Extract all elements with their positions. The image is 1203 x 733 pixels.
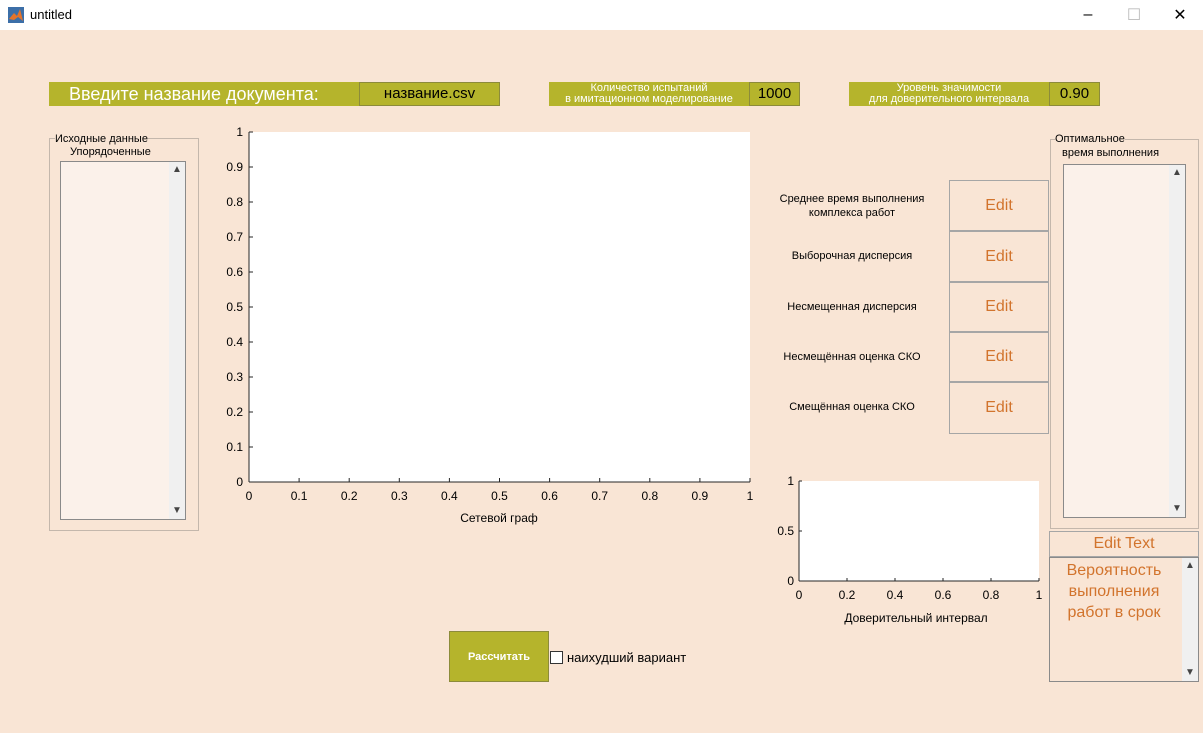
- calculate-button[interactable]: Рассчитать: [449, 631, 549, 682]
- source-data-title-line1: Исходные данные: [55, 133, 148, 145]
- x-tick-label: 0.9: [692, 489, 709, 503]
- network-graph-xlabel: Сетевой граф: [460, 511, 538, 525]
- scroll-up-icon[interactable]: ▲: [1185, 560, 1195, 571]
- probability-line1: Вероятность: [1066, 562, 1162, 579]
- stat-label: Смещённая оценка СКО: [762, 400, 942, 414]
- scroll-down-icon[interactable]: ▼: [1185, 667, 1195, 678]
- probability-list[interactable]: Вероятность выполнения работ в срок ▲ ▼: [1049, 557, 1199, 682]
- worst-case-label: наихудший вариант: [567, 650, 687, 665]
- ci-y-tick-label: 0.5: [777, 524, 794, 538]
- title-bar: untitled – ☐ ✕: [0, 0, 1203, 30]
- probability-line3: работ в срок: [1067, 604, 1161, 621]
- y-tick-label: 0.6: [226, 265, 243, 279]
- significance-label-line1: Уровень значимости: [896, 82, 1002, 94]
- minimize-button[interactable]: –: [1083, 6, 1093, 23]
- stat-label-line1: Выборочная дисперсия: [791, 250, 913, 262]
- x-tick-label: 0.7: [591, 489, 608, 503]
- y-tick-label: 0.1: [226, 440, 243, 454]
- stat-value-field[interactable]: Edit: [949, 231, 1049, 282]
- probability-line2: выполнения: [1068, 583, 1160, 600]
- worst-case-checkbox[interactable]: [550, 651, 563, 664]
- stat-value-field[interactable]: Edit: [949, 282, 1049, 332]
- stat-label: Несмещенная дисперсия: [762, 300, 942, 314]
- stat-label-line2: комплекса работ: [808, 207, 896, 219]
- plot-area: [249, 132, 750, 482]
- source-data-title-line2: Упорядоченные: [70, 146, 151, 158]
- trials-panel: Количество испытаний в имитационном моде…: [549, 82, 800, 106]
- ci-x-tick-label: 0.2: [839, 588, 856, 602]
- stat-label-line1: Несмещенная дисперсия: [787, 301, 917, 313]
- trials-label: Количество испытаний в имитационном моде…: [549, 83, 749, 105]
- significance-field[interactable]: 0.90: [1049, 82, 1100, 106]
- ci-y-tick-label: 1: [787, 474, 794, 488]
- y-tick-label: 0.5: [226, 300, 243, 314]
- stat-label-line1: Несмещённая оценка СКО: [783, 351, 921, 363]
- stat-label-line1: Смещённая оценка СКО: [789, 401, 915, 413]
- trials-label-line1: Количество испытаний: [590, 82, 708, 94]
- y-tick-label: 0.8: [226, 195, 243, 209]
- ci-y-tick-label: 0: [787, 574, 794, 588]
- scroll-down-icon[interactable]: ▼: [1172, 503, 1182, 514]
- scroll-down-icon[interactable]: ▼: [172, 505, 182, 516]
- probability-text: Вероятность выполнения работ в срок: [1050, 560, 1178, 623]
- x-tick-label: 0.1: [291, 489, 308, 503]
- trials-label-line2: в имитационном моделирование: [565, 93, 733, 105]
- ci-xlabel: Доверительный интервал: [844, 611, 987, 625]
- significance-label: Уровень значимости для доверительного ин…: [849, 83, 1049, 105]
- stat-label: Несмещённая оценка СКО: [762, 350, 942, 364]
- stat-label-line1: Среднее время выполнения: [779, 193, 925, 205]
- source-data-scrollbar[interactable]: ▲ ▼: [169, 162, 185, 519]
- optimal-time-list[interactable]: ▲ ▼: [1063, 164, 1186, 518]
- stat-value-field[interactable]: Edit: [949, 332, 1049, 382]
- probability-edit-text[interactable]: Edit Text: [1049, 531, 1199, 557]
- ci-plot-area: [799, 481, 1039, 581]
- file-input-panel: Введите название документа: название.csv: [49, 82, 500, 106]
- ci-x-tick-label: 0: [796, 588, 803, 602]
- ci-x-tick-label: 1: [1036, 588, 1043, 602]
- probability-scrollbar[interactable]: ▲ ▼: [1182, 558, 1198, 681]
- scroll-up-icon[interactable]: ▲: [1172, 167, 1182, 178]
- network-graph-plot: 0 0.1 0.2 0.3 0.4 0.5 0.6 0.7 0.8 0.9 1 0 0.1 0.2 0.3…: [226, 125, 754, 525]
- confidence-interval-plot: 0 0.5 1 0 0.2 0.4 0.6 0.8 1 Доверительный интер…: [777, 474, 1043, 625]
- scroll-up-icon[interactable]: ▲: [172, 164, 182, 175]
- y-tick-label: 0.2: [226, 405, 243, 419]
- ci-x-tick-label: 0.4: [887, 588, 904, 602]
- optimal-scrollbar[interactable]: ▲ ▼: [1169, 165, 1185, 517]
- y-tick-label: 1: [236, 125, 243, 139]
- x-tick-label: 0.4: [441, 489, 458, 503]
- x-tick-label: 0.8: [641, 489, 658, 503]
- file-input-label: Введите название документа:: [69, 84, 319, 104]
- y-tick-label: 0.3: [226, 370, 243, 384]
- significance-panel: Уровень значимости для доверительного ин…: [849, 82, 1100, 106]
- x-tick-label: 0.3: [391, 489, 408, 503]
- close-button[interactable]: ✕: [1173, 7, 1187, 24]
- matlab-logo-icon: [8, 7, 24, 23]
- y-tick-label: 0: [236, 475, 243, 489]
- x-tick-label: 0: [246, 489, 253, 503]
- stat-value-field[interactable]: Edit: [949, 382, 1049, 434]
- stat-label: Среднее время выполнения комплекса работ: [762, 192, 942, 220]
- significance-label-line2: для доверительного интервала: [868, 93, 1030, 105]
- file-name-field[interactable]: название.csv: [359, 82, 500, 106]
- optimal-title-line2: время выполнения: [1062, 147, 1160, 159]
- y-tick-label: 0.4: [226, 335, 243, 349]
- x-tick-label: 0.5: [491, 489, 508, 503]
- source-data-list[interactable]: ▲ ▼: [60, 161, 186, 520]
- y-tick-label: 0.7: [226, 230, 243, 244]
- window-title: untitled: [30, 7, 72, 22]
- x-tick-label: 0.6: [541, 489, 558, 503]
- stat-label: Выборочная дисперсия: [762, 249, 942, 263]
- y-tick-label: 0.9: [226, 160, 243, 174]
- maximize-button[interactable]: ☐: [1126, 7, 1142, 24]
- stat-value-field[interactable]: Edit: [949, 180, 1049, 231]
- optimal-title-line1: Оптимальное: [1055, 133, 1125, 145]
- ci-x-tick-label: 0.6: [935, 588, 952, 602]
- x-tick-label: 1: [747, 489, 754, 503]
- ci-x-tick-label: 0.8: [983, 588, 1000, 602]
- trials-field[interactable]: 1000: [749, 82, 800, 106]
- x-tick-label: 0.2: [341, 489, 358, 503]
